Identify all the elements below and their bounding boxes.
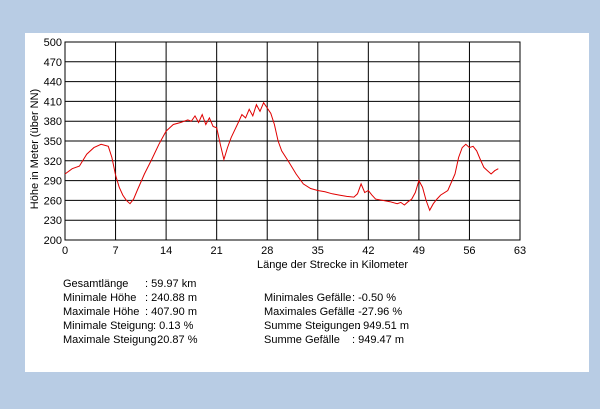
stat-value: : -0.50 % [352,292,397,304]
x-axis-title: Länge der Strecke in Kilometer [257,259,408,271]
stat-label: Minimales Gefälle [264,292,352,304]
x-tick-label: 42 [362,245,374,257]
stat-row: Minimales Gefälle: -0.50 % [264,291,396,305]
x-tick-label: 49 [413,245,425,257]
stat-value: : -27.96 % [352,306,403,318]
y-axis-title: Höhe in Meter (über NN) [29,89,41,209]
y-tick-label: 230 [44,215,62,227]
y-tick-label: 320 [44,156,62,168]
stat-label: Maximales Gefälle [264,306,355,318]
x-tick-label: 63 [514,245,526,257]
stat-label: Gesamtlänge [63,278,129,290]
stat-value: : 59.97 km [145,278,197,290]
stat-row: Summe Steigungen: 949.51 m [264,319,409,333]
stat-value: : 0.13 % [153,320,194,332]
stat-row: Gesamtlänge : 59.97 km [63,277,196,291]
x-tick-label: 0 [62,245,68,257]
chart-panel: 0 7 14 21 28 35 42 49 56 63 200 230 260 290 320 350 380 4… [25,33,589,372]
x-tick-label: 14 [160,245,172,257]
x-tick-label: 35 [312,245,324,257]
stat-row: Summe Gefälle : 949.47 m [264,333,404,347]
stat-value: : 20.87 % [151,334,198,346]
y-tick-label: 500 [44,37,62,49]
y-tick-label: 470 [44,57,62,69]
stat-label: Summe Steigungen [264,320,361,332]
stat-value: : 240.88 m [145,292,197,304]
y-tick-label: 440 [44,77,62,89]
stat-label: Summe Gefälle [264,334,340,346]
y-tick-label: 200 [44,235,62,247]
stat-label: Maximale Höhe [63,306,140,318]
stat-row: Maximales Gefälle: -27.96 % [264,305,402,319]
stat-label: Minimale Steigung [63,320,154,332]
stat-value: : 407.90 m [145,306,197,318]
stat-row: Maximale Steigung: 20.87 % [63,333,197,347]
stat-value: : 949.51 m [357,320,409,332]
y-tick-label: 350 [44,136,62,148]
stat-row: Minimale Höhe : 240.88 m [63,291,197,305]
x-tick-label: 28 [261,245,273,257]
x-tick-label: 7 [112,245,118,257]
stat-row: Maximale Höhe : 407.90 m [63,305,197,319]
y-tick-label: 410 [44,96,62,108]
elevation-chart: 0 7 14 21 28 35 42 49 56 63 200 230 260 290 320 350 380 4… [29,37,526,271]
y-tick-label: 260 [44,195,62,207]
stat-label: Minimale Höhe [63,292,137,304]
x-tick-label: 56 [463,245,475,257]
y-tick-label: 290 [44,176,62,188]
stat-label: Maximale Steigung [63,334,157,346]
elevation-profile-line [64,101,499,212]
stat-row: Minimale Steigung: 0.13 % [63,319,193,333]
stat-value: : 949.47 m [352,334,404,346]
x-tick-label: 21 [211,245,223,257]
y-tick-label: 380 [44,116,62,128]
